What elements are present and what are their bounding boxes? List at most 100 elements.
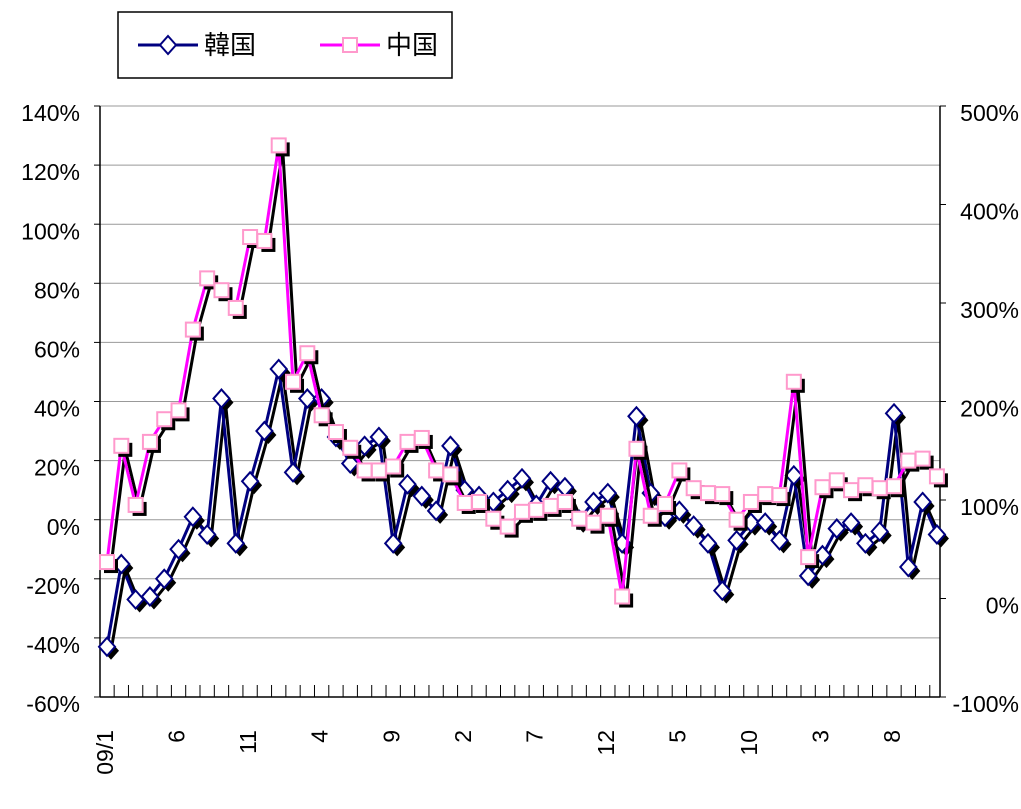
- point: [426, 500, 446, 522]
- point: [857, 477, 874, 494]
- x-tick-label: 09/1: [92, 730, 118, 775]
- point: [154, 568, 174, 590]
- point: [513, 503, 530, 520]
- x-tick-label: 9: [378, 730, 404, 743]
- y2-tick-label: 0%: [986, 593, 1019, 619]
- y-tick-label: 100%: [21, 218, 80, 244]
- point: [240, 470, 260, 492]
- point: [184, 321, 201, 338]
- point: [598, 482, 618, 504]
- legend-label: 中国: [386, 30, 438, 60]
- point: [485, 510, 502, 527]
- point: [370, 462, 387, 479]
- point: [828, 472, 845, 489]
- y2-tick-label: 300%: [960, 297, 1019, 323]
- point: [928, 468, 945, 485]
- y2-tick-label: 400%: [960, 199, 1019, 225]
- point: [585, 514, 602, 531]
- point: [785, 373, 802, 390]
- point: [528, 501, 545, 518]
- point: [299, 345, 316, 362]
- point: [728, 511, 745, 528]
- point: [512, 467, 532, 489]
- point: [628, 440, 645, 457]
- x-tick-label: 5: [664, 730, 690, 743]
- y2-tick-label: 200%: [960, 396, 1019, 422]
- point: [356, 462, 373, 479]
- point: [755, 512, 775, 534]
- point: [297, 388, 317, 410]
- point: [727, 529, 746, 551]
- point: [212, 388, 231, 410]
- y-tick-label: 80%: [34, 277, 80, 303]
- point: [771, 487, 788, 504]
- y-tick-label: 140%: [21, 100, 80, 126]
- y-tick-label: 120%: [21, 159, 80, 185]
- point: [327, 424, 344, 441]
- point: [871, 480, 888, 497]
- y-tick-label: 20%: [34, 455, 80, 481]
- point: [456, 494, 473, 511]
- x-tick-label: 8: [879, 730, 905, 743]
- point: [442, 466, 459, 483]
- point: [870, 521, 890, 543]
- point: [913, 491, 932, 513]
- point: [698, 532, 718, 554]
- point: [270, 137, 287, 154]
- point: [199, 270, 216, 287]
- y-tick-label: -60%: [26, 691, 80, 717]
- point: [127, 496, 144, 513]
- x-tick-label: 4: [307, 730, 333, 743]
- point: [827, 518, 847, 540]
- y-tick-label: 0%: [47, 514, 80, 540]
- point: [383, 532, 403, 554]
- legend-marker: [342, 37, 358, 53]
- point: [657, 495, 674, 512]
- x-tick-label: 2: [450, 730, 476, 743]
- point: [313, 407, 330, 424]
- point: [183, 506, 203, 528]
- point: [156, 411, 173, 428]
- point: [541, 470, 560, 492]
- point: [800, 549, 817, 566]
- point: [770, 529, 789, 551]
- point: [413, 429, 430, 446]
- point: [227, 299, 244, 316]
- point: [385, 458, 402, 475]
- point: [571, 510, 588, 527]
- legend-marker: [158, 34, 178, 56]
- y-tick-label: 60%: [34, 336, 80, 362]
- point: [498, 479, 517, 501]
- point: [542, 497, 559, 514]
- point: [226, 532, 246, 554]
- point: [97, 636, 117, 658]
- point: [369, 426, 389, 448]
- x-tick-label: 12: [593, 730, 619, 756]
- y2-tick-label: -100%: [953, 691, 1019, 717]
- point: [99, 554, 115, 571]
- point: [399, 433, 416, 450]
- point: [685, 480, 702, 497]
- point: [684, 515, 704, 537]
- x-tick-label: 7: [521, 730, 547, 743]
- point: [255, 420, 274, 442]
- point: [285, 373, 302, 390]
- point: [599, 507, 616, 524]
- point: [671, 462, 688, 479]
- point: [256, 232, 273, 249]
- point: [814, 479, 831, 496]
- x-tick-label: 3: [808, 730, 834, 743]
- point: [714, 486, 731, 503]
- point: [398, 473, 417, 495]
- point: [784, 464, 804, 486]
- point: [900, 452, 917, 469]
- point: [898, 556, 918, 578]
- point: [886, 478, 902, 495]
- x-tick-label: 11: [235, 730, 261, 754]
- x-tick-label: 6: [164, 730, 190, 743]
- point: [428, 462, 445, 479]
- point: [170, 402, 187, 419]
- point: [412, 485, 432, 507]
- point: [584, 491, 603, 513]
